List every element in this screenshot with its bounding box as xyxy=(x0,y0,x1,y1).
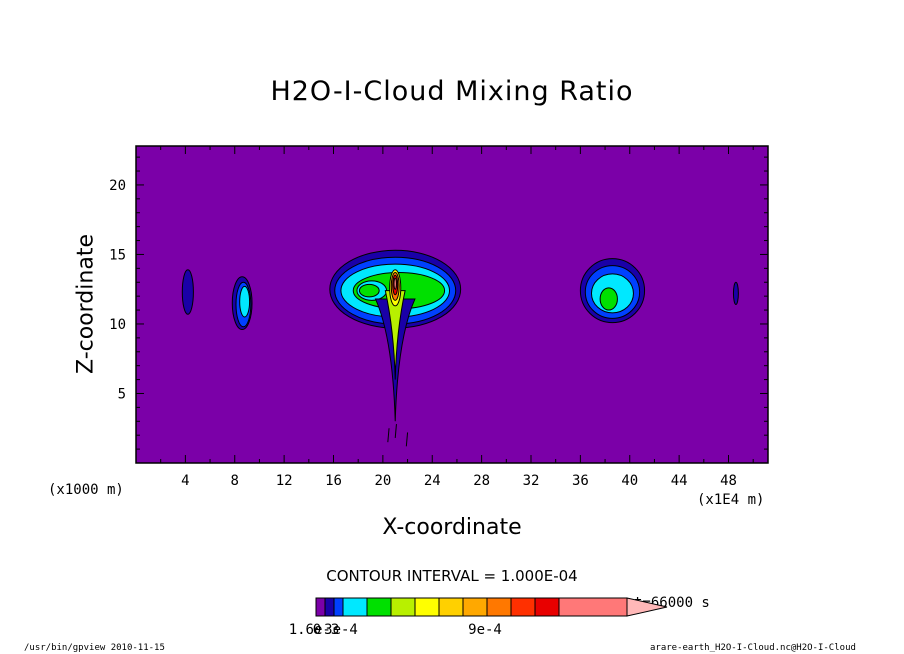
x-unit-label: (x1000 m) xyxy=(48,482,124,498)
x-axis-label: X-coordinate xyxy=(382,515,522,540)
x-tick-label: 24 xyxy=(424,473,441,489)
colorbar-cell-9 xyxy=(462,597,488,617)
colorbar-cell-10 xyxy=(486,597,512,617)
colorbar-cell-12 xyxy=(534,597,560,617)
y-tick-label: 10 xyxy=(109,317,126,333)
x-tick-label: 32 xyxy=(523,473,540,489)
footer-right: arare-earth_H2O-I-Cloud.nc@H2O-I-Cloud xyxy=(650,643,856,653)
colorbar-cell-5 xyxy=(366,597,392,617)
cloud-left xyxy=(231,276,253,331)
x-tick-label: 36 xyxy=(572,473,589,489)
cloud-small-right xyxy=(732,281,739,306)
cloud-right xyxy=(579,258,646,324)
x-tick-label: 40 xyxy=(621,473,638,489)
x-tick-label: 4 xyxy=(181,473,189,489)
colorbar-cell-8 xyxy=(438,597,464,617)
colorbar-arrow xyxy=(626,597,668,617)
colorbar-cell-3 xyxy=(333,597,344,617)
cloud-main-stem-core xyxy=(384,290,406,380)
cloud-left-level-3 xyxy=(239,285,251,318)
chart-title: H2O-I-Cloud Mixing Ratio xyxy=(270,76,634,107)
colorbar-cell-11 xyxy=(510,597,536,617)
y-tick-label: 20 xyxy=(109,178,126,194)
x-tick-label: 12 xyxy=(276,473,293,489)
contour-interval-label: CONTOUR INTERVAL = 1.000E-04 xyxy=(326,567,578,585)
cloud-main-wisp-1 xyxy=(387,428,390,443)
cloud-main-core-4 xyxy=(393,277,397,290)
colorbar-label: 1.6e-3 xyxy=(289,622,340,638)
x-scale-label: (x1E4 m) xyxy=(697,492,765,508)
colorbar-cell-1 xyxy=(315,597,326,617)
cloud-main-wisp-3 xyxy=(405,432,409,447)
cloud-right-level-4 xyxy=(599,287,618,311)
cloud-main-pocket-core xyxy=(358,283,380,298)
colorbar-label: 9e-4 xyxy=(468,622,502,638)
x-tick-label: 16 xyxy=(325,473,342,489)
cloud-main xyxy=(329,249,462,447)
cloud-small-left xyxy=(181,269,194,315)
y-tick-label: 5 xyxy=(118,386,126,402)
cloud-main-wisp-2 xyxy=(394,424,397,439)
y-tick-label: 15 xyxy=(109,247,126,263)
footer-left: /usr/bin/gpview 2010-11-15 xyxy=(24,643,165,653)
x-tick-label: 28 xyxy=(473,473,490,489)
x-tick-label: 48 xyxy=(720,473,737,489)
cloud-small-right-level-1 xyxy=(732,281,739,306)
cloud-small-left-level-1 xyxy=(181,269,194,315)
colorbar-cell-7 xyxy=(414,597,440,617)
colorbar-label: 0 xyxy=(313,622,321,638)
x-tick-label: 8 xyxy=(231,473,239,489)
colorbar-cell-6 xyxy=(390,597,416,617)
plot-frame xyxy=(135,145,769,464)
colorbar-cell-2 xyxy=(324,597,335,617)
x-tick-label: 44 xyxy=(671,473,688,489)
colorbar-cell-13 xyxy=(558,597,628,617)
colorbar-label: 3e-4 xyxy=(324,622,358,638)
colorbar: 0 3e-4 9e-4 1.6e-3 xyxy=(289,597,668,638)
colorbar-cell-4 xyxy=(342,597,368,617)
x-tick-label: 20 xyxy=(374,473,391,489)
